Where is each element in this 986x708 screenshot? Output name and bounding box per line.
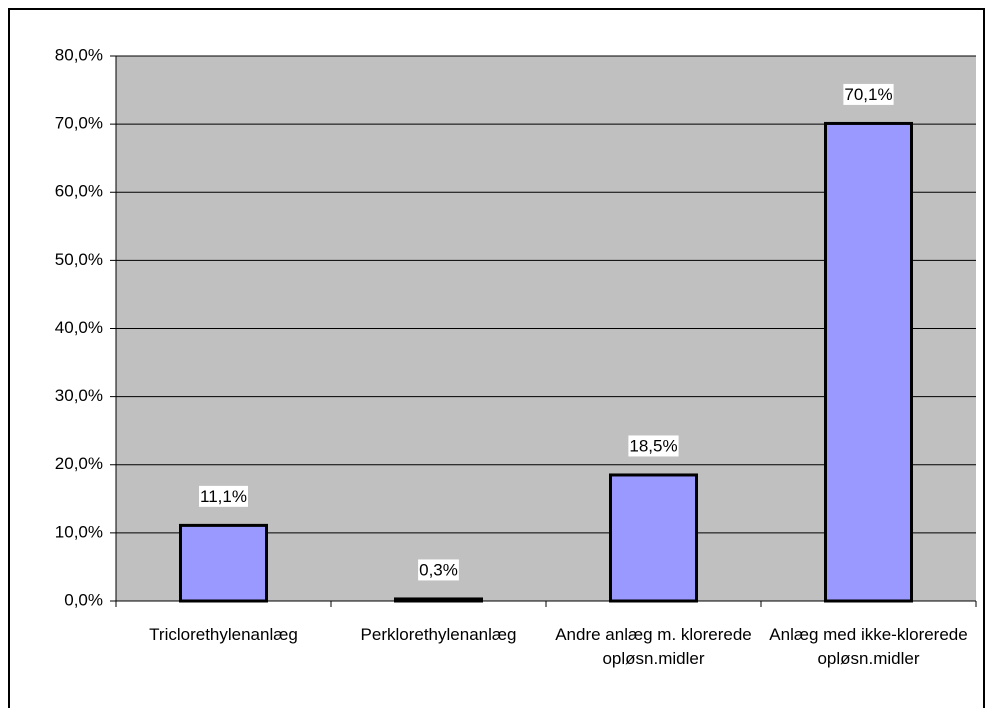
y-tick-label: 30,0% xyxy=(55,386,103,405)
x-tick-label: Andre anlæg m. klorerede opløsn.midler xyxy=(555,625,752,668)
value-label-background xyxy=(628,435,679,457)
y-tick-label: 70,0% xyxy=(55,114,103,133)
bar xyxy=(824,121,913,603)
y-tick-label: 80,0% xyxy=(55,45,103,64)
value-label: 18,5% xyxy=(629,436,677,455)
x-tick-label: Anlæg med ikke-klorerede opløsn.midler xyxy=(769,625,968,668)
bar xyxy=(609,473,698,603)
bar xyxy=(394,597,483,603)
y-tick-label: 60,0% xyxy=(55,182,103,201)
y-tick-label: 20,0% xyxy=(55,454,103,473)
y-tick-label: 40,0% xyxy=(55,318,103,337)
value-label: 70,1% xyxy=(844,85,892,104)
value-label-background xyxy=(418,559,459,581)
y-tick-label: 10,0% xyxy=(55,522,103,541)
value-label-background xyxy=(843,83,894,105)
value-label: 11,1% xyxy=(200,487,247,506)
y-tick-label: 0,0% xyxy=(64,590,103,609)
x-tick-label: Triclorethylenanlæg xyxy=(149,625,298,644)
value-label: 0,3% xyxy=(419,560,458,579)
bar xyxy=(179,523,268,603)
y-tick-label: 50,0% xyxy=(55,250,103,269)
value-label-background xyxy=(199,485,248,507)
x-tick-label: Perklorethylenanlæg xyxy=(360,625,517,644)
